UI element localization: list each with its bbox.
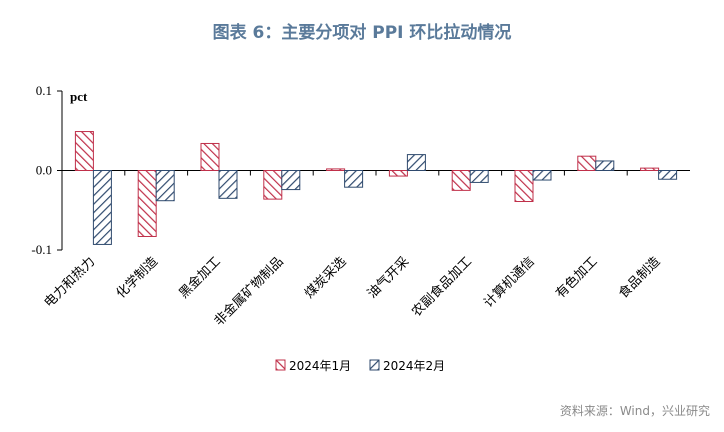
- bar-2024-feb: [658, 170, 678, 180]
- category-label: 计算机通信: [481, 254, 538, 311]
- category-label: 化学制造: [113, 254, 161, 302]
- bar-2024-feb: [155, 170, 175, 202]
- bar-2024-jan: [200, 142, 220, 172]
- bar-2024-jan: [514, 170, 534, 203]
- category-label: 食品制造: [615, 254, 663, 302]
- bar-2024-jan: [263, 170, 283, 200]
- category-label: 农副食品加工: [409, 254, 475, 320]
- bar-2024-feb: [595, 160, 615, 172]
- y-tick-label: 0.0: [36, 163, 52, 178]
- category-label: 黑金加工: [176, 254, 224, 302]
- bar-2024-feb: [532, 170, 552, 181]
- chart-title: 图表 6：主要分项对 PPI 环比拉动情况: [212, 23, 512, 43]
- bar-2024-feb: [92, 170, 112, 245]
- bar-2024-jan: [640, 167, 660, 172]
- legend-label: 2024年1月: [289, 359, 351, 373]
- bar-2024-jan: [137, 170, 157, 237]
- bar-2024-jan: [451, 170, 471, 191]
- bar-2024-feb: [218, 170, 238, 199]
- bar-2024-feb: [344, 170, 364, 188]
- category-label: 油气开采: [364, 254, 412, 302]
- bar-2024-jan: [74, 131, 94, 171]
- y-unit-label: pct: [70, 89, 88, 104]
- legend-label: 2024年2月: [383, 359, 445, 373]
- bar-2024-feb: [469, 170, 489, 183]
- source-note: 资料来源：Wind，兴业研究: [559, 404, 710, 418]
- legend-swatch: [369, 359, 380, 371]
- y-tick-label: 0.1: [36, 83, 52, 98]
- bar-2024-jan: [577, 155, 597, 172]
- bar-2024-jan: [326, 168, 346, 172]
- bar-2024-feb: [406, 154, 426, 172]
- bar-2024-feb: [281, 170, 301, 191]
- y-tick-label: -0.1: [31, 242, 52, 257]
- category-label: 电力和热力: [42, 254, 99, 311]
- legend-swatch: [275, 359, 286, 371]
- bar-2024-jan: [388, 170, 408, 177]
- category-label: 煤炭采选: [302, 254, 349, 301]
- category-label: 有色加工: [553, 254, 601, 302]
